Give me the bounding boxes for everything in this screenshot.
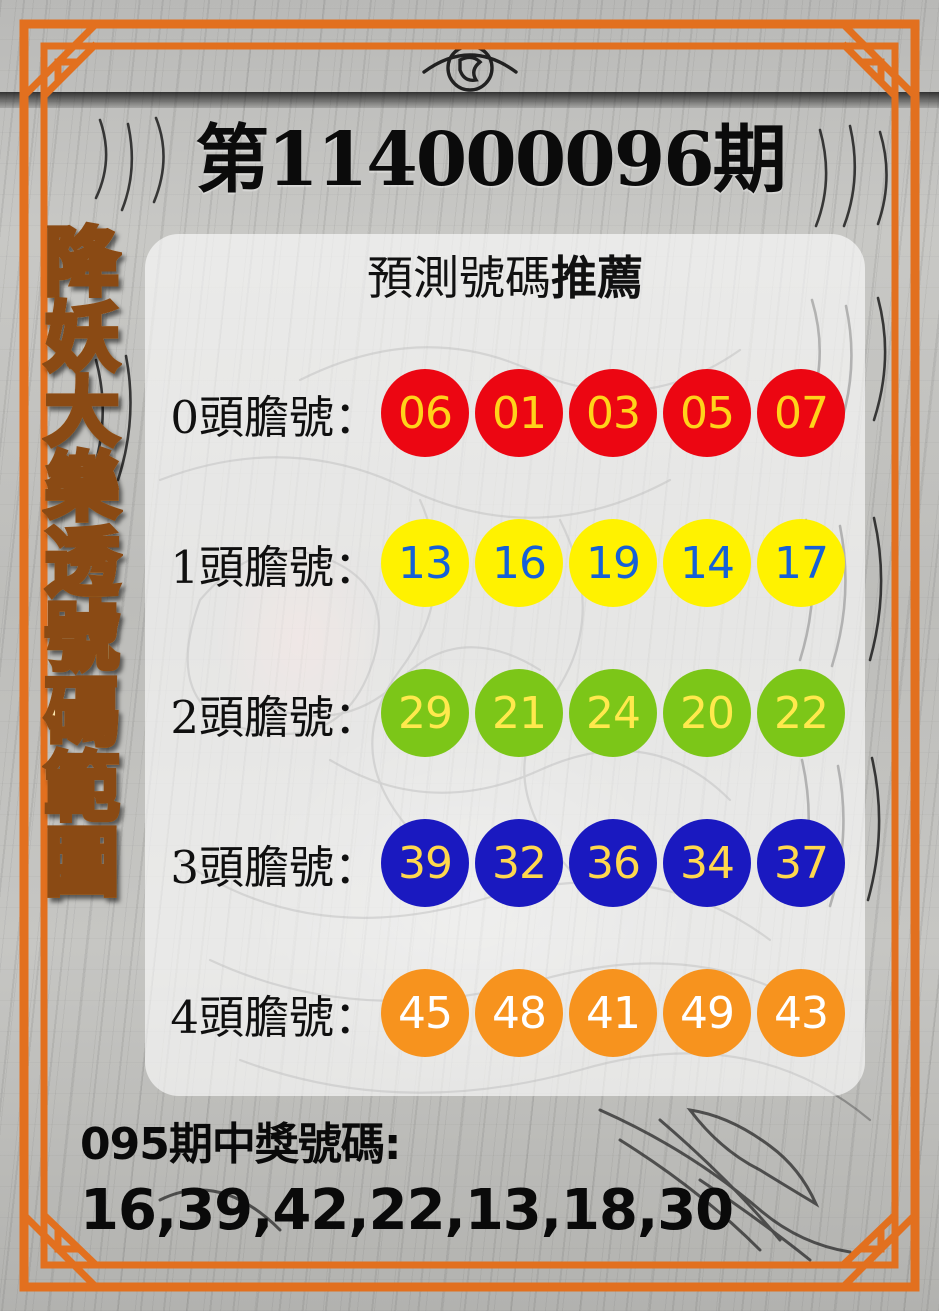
ball-group: 45 48 41 49 43 bbox=[381, 969, 851, 1057]
number-ball[interactable]: 24 bbox=[569, 669, 657, 757]
panel-title: 預測號碼推薦 bbox=[145, 246, 865, 310]
number-ball[interactable]: 01 bbox=[475, 369, 563, 457]
prediction-row: 1頭膽號： 13 16 19 14 17 bbox=[145, 488, 875, 638]
sidebar-vertical-title: 降 妖 大 樂 透 號 碼 範 圍 bbox=[34, 220, 130, 907]
number-ball[interactable]: 29 bbox=[381, 669, 469, 757]
row-label: 0頭膽號： bbox=[170, 390, 379, 444]
number-ball[interactable]: 34 bbox=[663, 819, 751, 907]
result-numbers: 16,39,42,22,13,18,30 bbox=[80, 1178, 734, 1243]
ball-group: 13 16 19 14 17 bbox=[381, 519, 851, 607]
row-label: 4頭膽號： bbox=[170, 990, 379, 1044]
row-label: 1頭膽號： bbox=[170, 540, 379, 594]
number-ball[interactable]: 05 bbox=[663, 369, 751, 457]
prediction-row: 4頭膽號： 45 48 41 49 43 bbox=[145, 938, 875, 1088]
prediction-row: 0頭膽號： 06 01 03 05 07 bbox=[145, 338, 875, 488]
sidebar-char: 號 bbox=[43, 595, 122, 682]
ball-group: 06 01 03 05 07 bbox=[381, 369, 851, 457]
sidebar-char: 妖 bbox=[43, 295, 122, 382]
panel-title-emphasis: 推薦 bbox=[551, 251, 643, 305]
number-ball[interactable]: 48 bbox=[475, 969, 563, 1057]
ball-group: 29 21 24 20 22 bbox=[381, 669, 851, 757]
number-ball[interactable]: 21 bbox=[475, 669, 563, 757]
number-ball[interactable]: 13 bbox=[381, 519, 469, 607]
number-ball[interactable]: 17 bbox=[757, 519, 845, 607]
number-ball[interactable]: 19 bbox=[569, 519, 657, 607]
number-ball[interactable]: 20 bbox=[663, 669, 751, 757]
number-ball[interactable]: 37 bbox=[757, 819, 845, 907]
number-ball[interactable]: 03 bbox=[569, 369, 657, 457]
number-ball[interactable]: 39 bbox=[381, 819, 469, 907]
page-title: 第114000096期 bbox=[195, 117, 786, 203]
result-label: 095期中獎號碼: bbox=[80, 1119, 401, 1170]
number-ball[interactable]: 22 bbox=[757, 669, 845, 757]
number-ball[interactable]: 06 bbox=[381, 369, 469, 457]
row-label: 2頭膽號： bbox=[170, 690, 379, 744]
previous-result: 095期中獎號碼: 16,39,42,22,13,18,30 bbox=[80, 1116, 880, 1244]
sidebar-char: 大 bbox=[43, 370, 122, 457]
row-label: 3頭膽號： bbox=[170, 840, 379, 894]
number-ball[interactable]: 14 bbox=[663, 519, 751, 607]
number-ball[interactable]: 16 bbox=[475, 519, 563, 607]
sidebar-char: 範 bbox=[43, 745, 122, 832]
number-ball[interactable]: 32 bbox=[475, 819, 563, 907]
panel-title-plain: 預測號碼 bbox=[367, 251, 551, 305]
number-ball[interactable]: 43 bbox=[757, 969, 845, 1057]
sidebar-char: 碼 bbox=[43, 670, 122, 757]
number-ball[interactable]: 07 bbox=[757, 369, 845, 457]
prediction-row: 3頭膽號： 39 32 36 34 37 bbox=[145, 788, 875, 938]
prediction-rows: 0頭膽號： 06 01 03 05 07 1頭膽號： 13 16 19 14 17 2頭膽號： 29 21 2… bbox=[145, 338, 875, 1088]
number-ball[interactable]: 41 bbox=[569, 969, 657, 1057]
ball-group: 39 32 36 34 37 bbox=[381, 819, 851, 907]
sidebar-char: 圍 bbox=[43, 820, 122, 907]
number-ball[interactable]: 45 bbox=[381, 969, 469, 1057]
number-ball[interactable]: 49 bbox=[663, 969, 751, 1057]
sidebar-char: 降 bbox=[43, 220, 122, 306]
prediction-row: 2頭膽號： 29 21 24 20 22 bbox=[145, 638, 875, 788]
sidebar-char: 透 bbox=[43, 520, 122, 607]
number-ball[interactable]: 36 bbox=[569, 819, 657, 907]
sidebar-char: 樂 bbox=[43, 445, 122, 532]
